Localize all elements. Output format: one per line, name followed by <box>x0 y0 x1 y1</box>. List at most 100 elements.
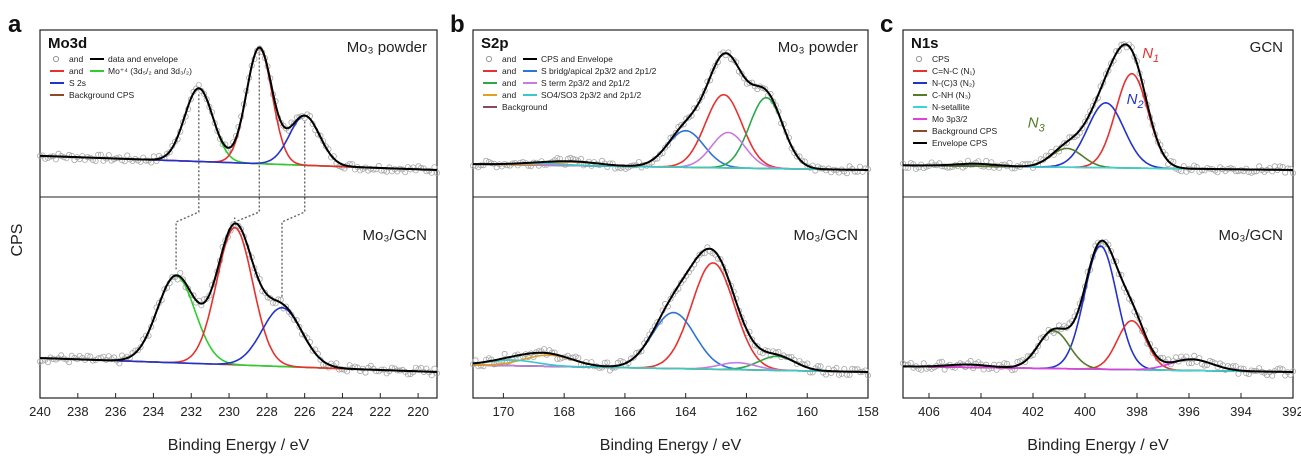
legend: CPS C=N-C (N₁) N-(C)3 (N₂) C-NH (N₃) N-setal… <box>913 54 998 148</box>
data-point <box>957 360 964 367</box>
legend-label: Background <box>502 102 548 112</box>
legend-label: and <box>69 54 83 64</box>
legend-label: N-(C)3 (N₂) <box>932 78 975 88</box>
data-point <box>815 362 822 369</box>
x-axis-label: Binding Energy / eV <box>1027 437 1169 454</box>
shared-y-axis-label: CPS <box>9 224 26 257</box>
data-point <box>137 344 144 351</box>
data-point <box>617 357 624 364</box>
x-tick-label: 164 <box>675 404 697 419</box>
data-point <box>817 363 824 370</box>
axes-frame <box>39 29 438 399</box>
x-tick-label: 394 <box>1230 404 1252 419</box>
fit-component <box>39 275 438 373</box>
data-point <box>433 370 440 377</box>
data-point <box>1227 164 1234 171</box>
x-tick-label: 234 <box>143 404 165 419</box>
spectrum-label: Mo₃ powder <box>347 39 427 56</box>
spectrum-bottom: Mo₃/GCN <box>469 227 872 379</box>
data-point <box>680 121 687 128</box>
x-tick-label: 232 <box>180 404 202 419</box>
data-point <box>1199 167 1206 174</box>
spectrum-label: Mo₃/GCN <box>363 227 427 244</box>
x-tick-label: 392 <box>1282 404 1301 419</box>
legend-label: C=N-C (N₁) <box>932 66 975 76</box>
data-point <box>1035 342 1042 349</box>
data-point <box>920 360 927 367</box>
x-tick-label: 406 <box>918 404 940 419</box>
x-tick-label: 396 <box>1178 404 1200 419</box>
legend-label: Background CPS <box>69 90 135 100</box>
x-tick-label: 400 <box>1074 404 1096 419</box>
x-tick-label: 160 <box>796 404 818 419</box>
peak-annotation: N3 <box>1028 115 1046 135</box>
spectrum-label: Mo₃/GCN <box>1219 227 1283 244</box>
data-point <box>166 149 173 156</box>
data-points <box>37 45 440 176</box>
data-point <box>296 323 303 330</box>
data-point <box>862 367 869 374</box>
legend-label: and <box>502 90 516 100</box>
data-point <box>983 157 990 164</box>
legend-symbol <box>485 55 493 63</box>
legend-label: S term 2p3/2 and 2p1/2 <box>541 78 630 88</box>
panel-letter: a <box>8 11 22 38</box>
x-tick-label: 398 <box>1126 404 1148 419</box>
legend-label: N-setallite <box>932 102 970 112</box>
data-point <box>667 295 674 302</box>
panel-letter: c <box>880 11 893 38</box>
data-point <box>1001 360 1008 367</box>
x-tick-label: 162 <box>736 404 758 419</box>
data-point <box>1061 140 1068 147</box>
fit-component <box>39 306 438 373</box>
envelope-line <box>472 247 868 373</box>
data-point <box>1040 333 1047 340</box>
spectrum-top: Mo₃ powder <box>37 39 440 176</box>
legend-label: CPS and Envelope <box>541 54 613 64</box>
data-point <box>119 157 126 164</box>
data-point <box>433 169 440 176</box>
axes-frame <box>472 29 869 399</box>
data-point <box>418 164 425 171</box>
data-point <box>1186 360 1193 367</box>
data-point <box>84 352 91 359</box>
x-axis-label: Binding Energy / eV <box>168 437 310 454</box>
data-point <box>1056 322 1063 329</box>
x-tick-label: 402 <box>1022 404 1044 419</box>
spectrum-bottom: Mo₃/GCN <box>37 221 440 379</box>
x-tick-label: 238 <box>67 404 89 419</box>
data-point <box>1188 167 1195 174</box>
data-point <box>635 349 642 356</box>
fit-component <box>903 101 1293 171</box>
data-point <box>807 369 814 376</box>
envelope-line <box>39 46 438 171</box>
legend-label: Mo⁺⁴ (3d₅/₂ and 3d₃/₂) <box>108 66 192 76</box>
spectrum-top: Mo₃ powder <box>469 39 872 177</box>
envelope-line <box>903 239 1293 373</box>
data-point <box>604 359 611 366</box>
data-point <box>746 80 753 87</box>
legend-label: S bridg/apical 2p3/2 and 2p1/2 <box>541 66 657 76</box>
fit-component <box>39 227 438 373</box>
data-point <box>373 368 380 375</box>
peak-shift-guide <box>175 94 200 270</box>
fit-component <box>473 354 868 373</box>
x-tick-label: 228 <box>256 404 278 419</box>
data-point <box>412 167 419 174</box>
legend-label: CPS <box>932 54 950 64</box>
legend-label: and <box>69 66 83 76</box>
data-point <box>195 82 202 89</box>
spectrum-label: GCN <box>1250 39 1283 56</box>
data-point <box>333 360 340 367</box>
data-point <box>362 369 369 376</box>
data-point <box>44 359 51 366</box>
data-point <box>1271 163 1278 170</box>
data-point <box>1006 159 1013 166</box>
data-point <box>317 356 324 363</box>
data-point <box>105 152 112 159</box>
x-tick-label: 168 <box>553 404 575 419</box>
panel-title: N1s <box>911 35 939 52</box>
spectrum-top: GCN N1 N2 N3 <box>900 39 1297 177</box>
data-point <box>1191 352 1198 359</box>
data-point <box>804 360 811 367</box>
